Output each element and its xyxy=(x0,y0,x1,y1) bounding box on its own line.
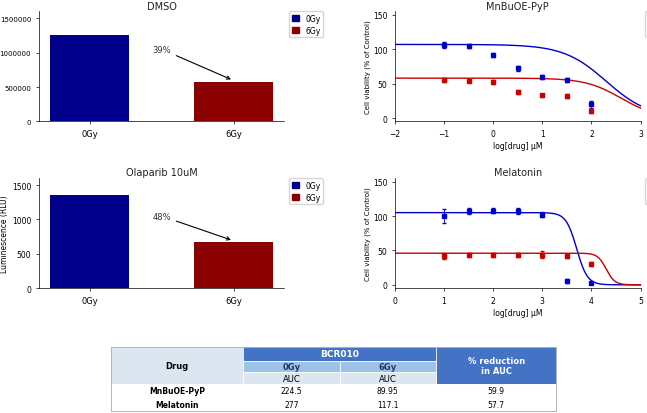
Text: 6Gy: 6Gy xyxy=(378,362,397,371)
Bar xyxy=(50,36,129,122)
Text: 117.1: 117.1 xyxy=(377,400,399,408)
Bar xyxy=(194,83,273,122)
FancyBboxPatch shape xyxy=(243,373,340,384)
Text: 89.95: 89.95 xyxy=(377,386,399,395)
FancyBboxPatch shape xyxy=(436,347,556,384)
Y-axis label: Cell viability (% of Control): Cell viability (% of Control) xyxy=(365,187,371,280)
Text: Melatonin: Melatonin xyxy=(155,400,199,408)
Y-axis label: Luminescence (RLU): Luminescence (RLU) xyxy=(0,195,9,273)
FancyBboxPatch shape xyxy=(243,347,436,361)
Title: MnBuOE-PyP: MnBuOE-PyP xyxy=(487,2,549,12)
X-axis label: log[drug] μM: log[drug] μM xyxy=(493,142,542,150)
Y-axis label: Cell viability (% of Control): Cell viability (% of Control) xyxy=(365,21,371,114)
Text: 59.9: 59.9 xyxy=(488,386,505,395)
Title: DMSO: DMSO xyxy=(147,2,177,12)
Text: 0Gy: 0Gy xyxy=(283,362,301,371)
FancyBboxPatch shape xyxy=(340,384,436,397)
Text: 39%: 39% xyxy=(152,45,230,80)
Text: % reduction
in AUC: % reduction in AUC xyxy=(468,356,525,375)
Text: MnBuOE-PyP: MnBuOE-PyP xyxy=(149,386,205,395)
Text: AUC: AUC xyxy=(283,374,300,383)
Text: 224.5: 224.5 xyxy=(281,386,302,395)
Bar xyxy=(111,347,556,411)
FancyBboxPatch shape xyxy=(436,397,556,411)
FancyBboxPatch shape xyxy=(243,397,340,411)
FancyBboxPatch shape xyxy=(111,397,243,411)
Bar xyxy=(194,242,273,289)
FancyBboxPatch shape xyxy=(243,361,340,373)
Text: BCR010: BCR010 xyxy=(320,350,359,358)
FancyBboxPatch shape xyxy=(340,361,436,373)
Text: 48%: 48% xyxy=(152,212,230,240)
FancyBboxPatch shape xyxy=(111,347,243,384)
Text: AUC: AUC xyxy=(379,374,397,383)
Title: Melatonin: Melatonin xyxy=(494,168,542,178)
Text: 277: 277 xyxy=(284,400,299,408)
Text: Drug: Drug xyxy=(166,361,189,370)
Legend: 0Gy, 6Gy: 0Gy, 6Gy xyxy=(646,12,647,38)
FancyBboxPatch shape xyxy=(243,384,340,397)
FancyBboxPatch shape xyxy=(340,373,436,384)
FancyBboxPatch shape xyxy=(340,397,436,411)
Title: Olaparib 10uM: Olaparib 10uM xyxy=(126,168,197,178)
Bar xyxy=(50,196,129,289)
FancyBboxPatch shape xyxy=(111,384,243,397)
Legend: 0Gy, 6Gy: 0Gy, 6Gy xyxy=(289,12,323,38)
Legend: 0Gy, 6Gy: 0Gy, 6Gy xyxy=(289,179,323,204)
Legend: 0Gy, 6Gy: 0Gy, 6Gy xyxy=(646,179,647,204)
FancyBboxPatch shape xyxy=(436,384,556,397)
Text: 57.7: 57.7 xyxy=(488,400,505,408)
X-axis label: log[drug] μM: log[drug] μM xyxy=(493,308,542,317)
